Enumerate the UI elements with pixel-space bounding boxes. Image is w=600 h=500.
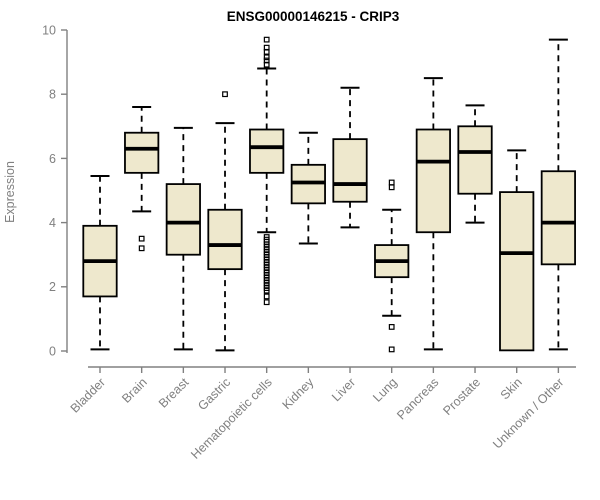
outlier-point	[263, 61, 270, 68]
box	[457, 125, 493, 195]
outlier-point	[138, 235, 145, 242]
boxplot-liver	[332, 86, 368, 229]
chart-title: ENSG00000146215 - CRIP3	[227, 9, 400, 24]
x-tick-label: Prostate	[440, 375, 483, 418]
outlier-point	[263, 299, 270, 306]
outlier-point	[388, 179, 395, 186]
x-tick-label: Skin	[498, 375, 525, 402]
x-tick-label: Lung	[370, 375, 400, 405]
box	[540, 170, 576, 266]
x-tick-label: Brain	[119, 375, 150, 406]
x-tick-label: Bladder	[68, 375, 108, 415]
outlier-point	[263, 287, 270, 294]
boxplot-kidney	[290, 131, 326, 245]
x-tick-label: Kidney	[280, 375, 317, 412]
boxplot-prostate	[457, 104, 493, 224]
outlier-point	[263, 54, 270, 61]
outlier-point	[138, 245, 145, 252]
boxplot-bladder	[82, 175, 118, 351]
box	[207, 208, 243, 271]
box	[415, 128, 451, 234]
outlier-point	[388, 324, 395, 330]
outlier-point	[222, 91, 228, 98]
y-tick-label: 4	[49, 216, 56, 230]
x-tick-label: Breast	[156, 375, 192, 411]
outlier-point	[263, 293, 270, 300]
x-tick-label: Liver	[329, 375, 358, 404]
y-tick-label: 10	[42, 23, 56, 37]
x-tick-label: Gastric	[195, 375, 233, 413]
box	[499, 191, 535, 352]
x-tick-label: Pancreas	[394, 375, 441, 422]
box	[249, 128, 285, 174]
box	[332, 138, 368, 203]
outlier-point	[388, 346, 395, 353]
boxplot-unknown-other	[540, 38, 576, 351]
boxplot-brain	[124, 106, 160, 252]
y-tick-label: 8	[49, 88, 56, 102]
plot-area: 0 2 4 6 8 10 Bladder Brain Breast GastricHematopo…	[42, 23, 576, 462]
boxplot-pancreas	[415, 77, 451, 351]
outlier-point	[388, 184, 395, 191]
boxplot-skin	[499, 149, 535, 352]
boxplot-hematopoietic-cells	[249, 36, 285, 306]
box	[124, 131, 160, 174]
outlier-point	[263, 36, 270, 43]
x-tick-label: Hematopoietic cells	[188, 375, 275, 462]
box	[165, 183, 201, 256]
y-tick-label: 2	[49, 280, 56, 294]
boxplot-lung	[374, 179, 410, 353]
y-axis-label: Expression	[3, 161, 17, 223]
y-tick-label: 0	[49, 344, 56, 358]
boxplot-gastric	[207, 91, 243, 352]
outlier-point	[263, 48, 270, 55]
boxplot-breast	[165, 126, 201, 351]
y-tick-label: 6	[49, 152, 56, 166]
x-tick-label: Unknown / Other	[490, 375, 566, 451]
